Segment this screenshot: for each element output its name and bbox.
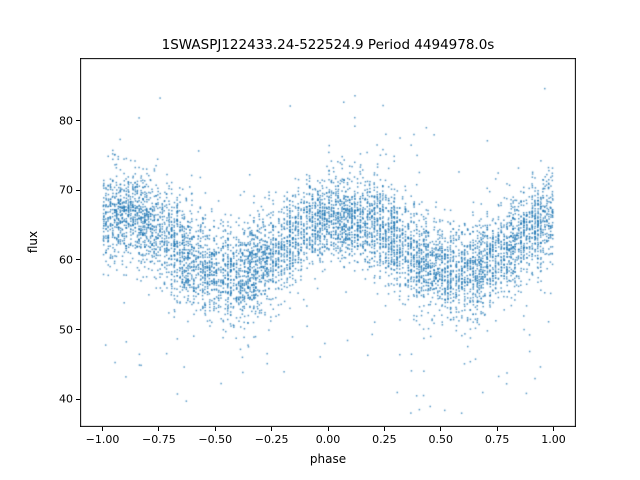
x-tick-mark bbox=[102, 427, 104, 431]
x-tick-mark bbox=[440, 427, 442, 431]
x-tick-label: −0.50 bbox=[198, 433, 233, 446]
x-tick-mark bbox=[214, 427, 216, 431]
x-axis-label: phase bbox=[309, 452, 347, 466]
y-tick-mark bbox=[76, 120, 80, 122]
x-tick-mark bbox=[383, 427, 385, 431]
plot-area bbox=[80, 58, 576, 427]
y-tick-mark bbox=[76, 189, 80, 191]
scatter-canvas bbox=[80, 58, 576, 427]
x-tick-mark bbox=[158, 427, 160, 431]
x-tick-mark bbox=[496, 427, 498, 431]
y-tick-mark bbox=[76, 259, 80, 261]
y-tick-label: 60 bbox=[59, 253, 73, 267]
y-tick-label: 50 bbox=[59, 323, 73, 337]
x-tick-label: 0.50 bbox=[428, 433, 453, 446]
y-tick-label: 70 bbox=[59, 183, 73, 197]
y-axis-label: flux bbox=[26, 230, 40, 254]
x-tick-label: −0.75 bbox=[142, 433, 176, 446]
x-tick-mark bbox=[552, 427, 554, 431]
x-tick-label: 0.75 bbox=[484, 433, 510, 446]
x-tick-label: 0.00 bbox=[315, 433, 341, 446]
x-tick-mark bbox=[271, 427, 273, 431]
x-tick-label: −1.00 bbox=[85, 433, 120, 446]
x-tick-mark bbox=[327, 427, 329, 431]
y-tick-label: 40 bbox=[59, 392, 73, 406]
y-tick-label: 80 bbox=[59, 114, 73, 128]
x-tick-label: −0.25 bbox=[254, 433, 289, 446]
x-tick-label: 1.00 bbox=[541, 433, 566, 446]
chart-title: 1SWASPJ122433.24-522524.9 Period 4494978… bbox=[161, 37, 495, 53]
y-tick-mark bbox=[76, 398, 80, 400]
y-tick-mark bbox=[76, 329, 80, 331]
x-tick-label: 0.25 bbox=[372, 433, 397, 446]
